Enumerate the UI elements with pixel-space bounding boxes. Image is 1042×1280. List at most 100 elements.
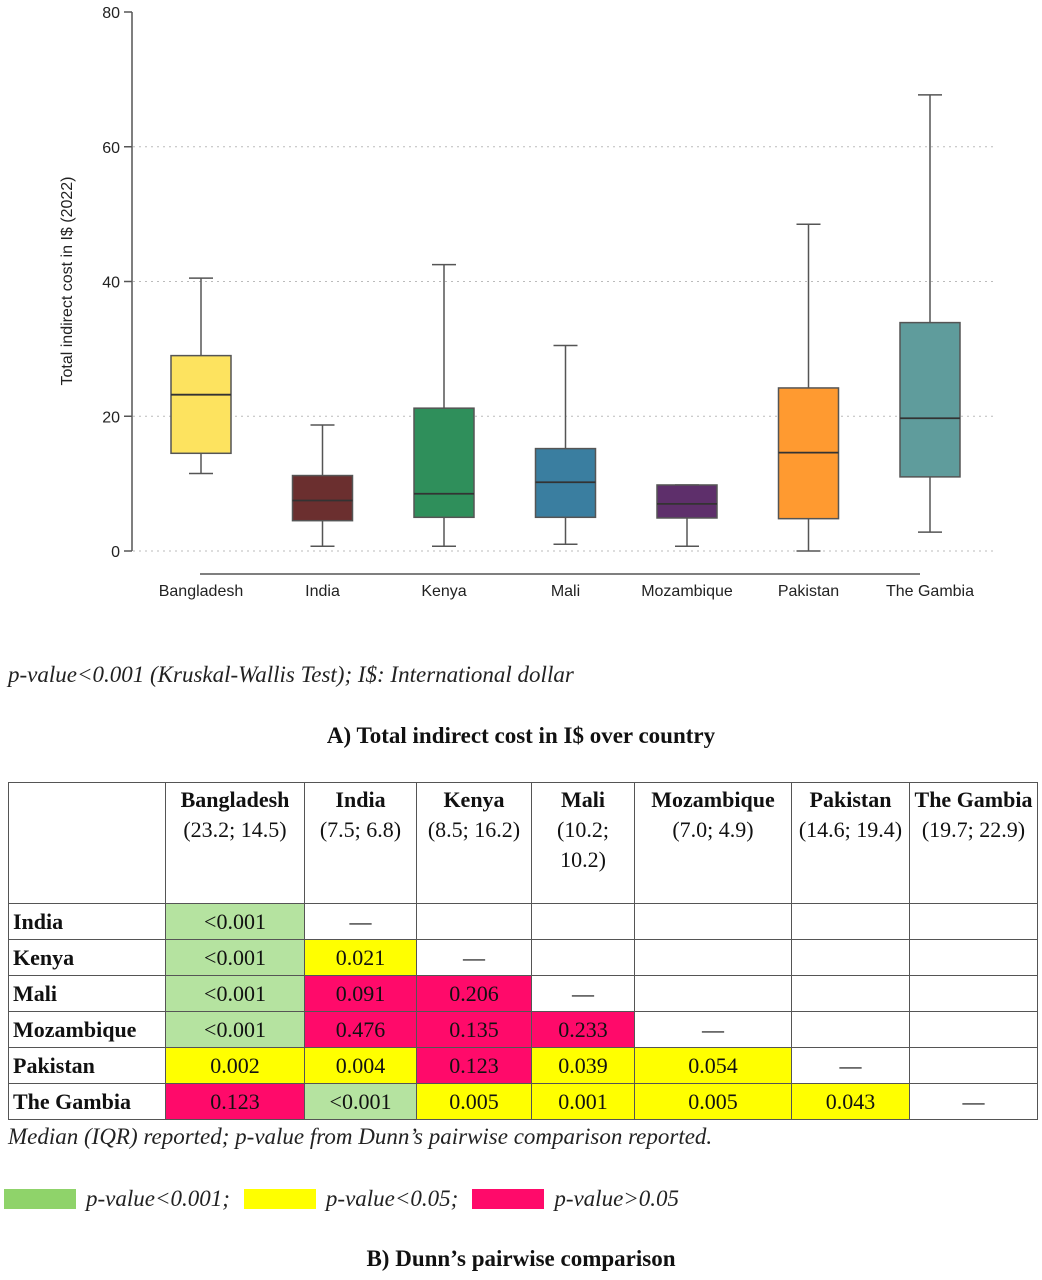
p-value-cell (634, 975, 792, 1012)
column-header-name: India (335, 787, 386, 812)
x-tick-label: Mozambique (641, 583, 733, 600)
legend-swatch (243, 1189, 316, 1209)
legend-label: p-value<0.05; (325, 1186, 459, 1211)
column-header-stats: (8.5; 16.2) (427, 817, 521, 842)
column-header-stats: (23.2; 14.5) (183, 817, 287, 842)
p-value-cell: 0.123 (416, 1047, 532, 1084)
y-tick-label-40: 40 (102, 275, 120, 292)
p-value-cell (531, 939, 635, 976)
p-value-cell: — (791, 1047, 910, 1084)
p-value-cell: 0.002 (165, 1047, 305, 1084)
x-tick-labels: Bangladesh India Kenya Mali Mozambique Pakist… (159, 583, 974, 600)
iqr-box (656, 484, 718, 519)
p-value-cell: 0.004 (304, 1047, 417, 1084)
table-row: The Gambia 0.123 <0.001 0.005 0.001 0.005 0.04… (8, 1083, 1038, 1120)
p-value-cell: 0.123 (165, 1083, 305, 1120)
iqr-box (413, 407, 475, 519)
column-header: The Gambia (19.7; 22.9) (909, 782, 1038, 904)
p-value-cell (791, 1011, 910, 1048)
x-tick-label: Mali (551, 583, 580, 600)
p-value-cell (634, 903, 792, 940)
legend-label: p-value>0.05 (554, 1186, 680, 1211)
legend-item: p-value>0.05 (472, 1186, 679, 1212)
p-value-cell (909, 903, 1038, 940)
iqr-box (291, 474, 354, 522)
p-value-cell: — (416, 939, 532, 976)
y-ticks: 0 20 40 60 80 (102, 5, 132, 561)
p-value-cell: 0.135 (416, 1011, 532, 1048)
p-value-cell: 0.005 (634, 1083, 792, 1120)
p-value-legend: p-value<0.001; p-value<0.05; p-value>0.05 (4, 1186, 693, 1216)
column-header: Kenya (8.5; 16.2) (416, 782, 532, 904)
p-value-cell (791, 975, 910, 1012)
p-value-cell: — (304, 903, 417, 940)
x-tick-label: Kenya (421, 583, 466, 600)
legend-item: p-value<0.001; (4, 1186, 230, 1212)
caption-a: A) Total indirect cost in I$ over countr… (326, 723, 716, 748)
box-kenya (413, 263, 475, 548)
table-header-row: Bangladesh (23.2; 14.5) India (7.5; 6.8) Ken… (8, 782, 1038, 904)
p-value-cell: <0.001 (165, 903, 305, 940)
column-header-name: The Gambia (914, 787, 1033, 812)
table-row: India <0.001— (8, 903, 1038, 940)
p-value-cell: <0.001 (304, 1083, 417, 1120)
box-mali (534, 344, 597, 546)
y-tick-label-20: 20 (102, 409, 120, 426)
p-value-cell (416, 903, 532, 940)
p-value-cell: 0.043 (791, 1083, 910, 1120)
p-value-cell: 0.054 (634, 1047, 792, 1084)
table-row: Mozambique <0.001 0.476 0.135 0.233— (8, 1011, 1038, 1048)
p-value-cell (909, 1047, 1038, 1084)
p-value-cell: 0.021 (304, 939, 417, 976)
table-row: Mali <0.001 0.091 0.206— (8, 975, 1038, 1012)
column-header: Mozambique (7.0; 4.9) (634, 782, 792, 904)
row-header: Mozambique (8, 1011, 166, 1048)
column-header-name: Pakistan (809, 787, 892, 812)
column-header-stats: (19.7; 22.9) (921, 817, 1026, 842)
boxes (170, 94, 961, 552)
p-value-cell (791, 939, 910, 976)
legend-label: p-value<0.001; (86, 1186, 230, 1211)
box-bangladesh (170, 277, 232, 475)
p-value-cell: — (909, 1083, 1038, 1120)
column-header-name: Mozambique (651, 787, 775, 812)
column-header-stats: (7.0; 4.9) (672, 817, 754, 842)
p-value-cell (531, 903, 635, 940)
column-header: Bangladesh (23.2; 14.5) (165, 782, 305, 904)
p-value-cell (791, 903, 910, 940)
iqr-box (899, 321, 961, 478)
box-mozambique (656, 484, 718, 548)
dunn-note: Median (IQR) reported; p-value from Dunn… (8, 1124, 713, 1149)
x-tick-label: India (305, 583, 340, 600)
y-tick-label-0: 0 (111, 544, 120, 561)
kruskal-wallis-note: p-value<0.001 (Kruskal-Wallis Test); I$:… (8, 662, 574, 687)
x-tick-label: The Gambia (886, 583, 974, 600)
p-value-cell: 0.005 (416, 1083, 532, 1120)
box-the-gambia (899, 94, 961, 533)
column-header-stats: (10.2; 10.2) (557, 817, 609, 872)
y-tick-label-80: 80 (102, 5, 120, 22)
p-value-cell (634, 939, 792, 976)
box-pakistan (777, 223, 840, 552)
table-row: Kenya <0.001 0.021— (8, 939, 1038, 976)
y-axis-label: Total indirect cost in I$ (2022) (59, 177, 76, 386)
column-header: Mali (10.2; 10.2) (531, 782, 635, 904)
p-value-cell: <0.001 (165, 1011, 305, 1048)
p-value-cell: 0.476 (304, 1011, 417, 1048)
column-header-name: Bangladesh (180, 787, 290, 812)
x-tick-label: Bangladesh (159, 583, 244, 600)
iqr-box (170, 354, 232, 455)
p-value-cell: — (634, 1011, 792, 1048)
column-header-name: Kenya (443, 787, 505, 812)
table-row: Pakistan 0.002 0.004 0.123 0.039 0.054— (8, 1047, 1038, 1084)
p-value-cell (909, 939, 1038, 976)
legend-swatch (472, 1189, 545, 1209)
row-header: Mali (8, 975, 166, 1012)
box-plot: 0 20 40 60 80 Total indirect cost in I$ (202… (59, 5, 995, 600)
p-value-cell: 0.001 (531, 1083, 635, 1120)
row-header: The Gambia (8, 1083, 166, 1120)
caption-b: B) Dunn’s pairwise comparison (366, 1246, 676, 1271)
column-header-stats: (14.6; 19.4) (798, 817, 903, 842)
p-value-cell: <0.001 (165, 975, 305, 1012)
box-india (291, 424, 354, 548)
